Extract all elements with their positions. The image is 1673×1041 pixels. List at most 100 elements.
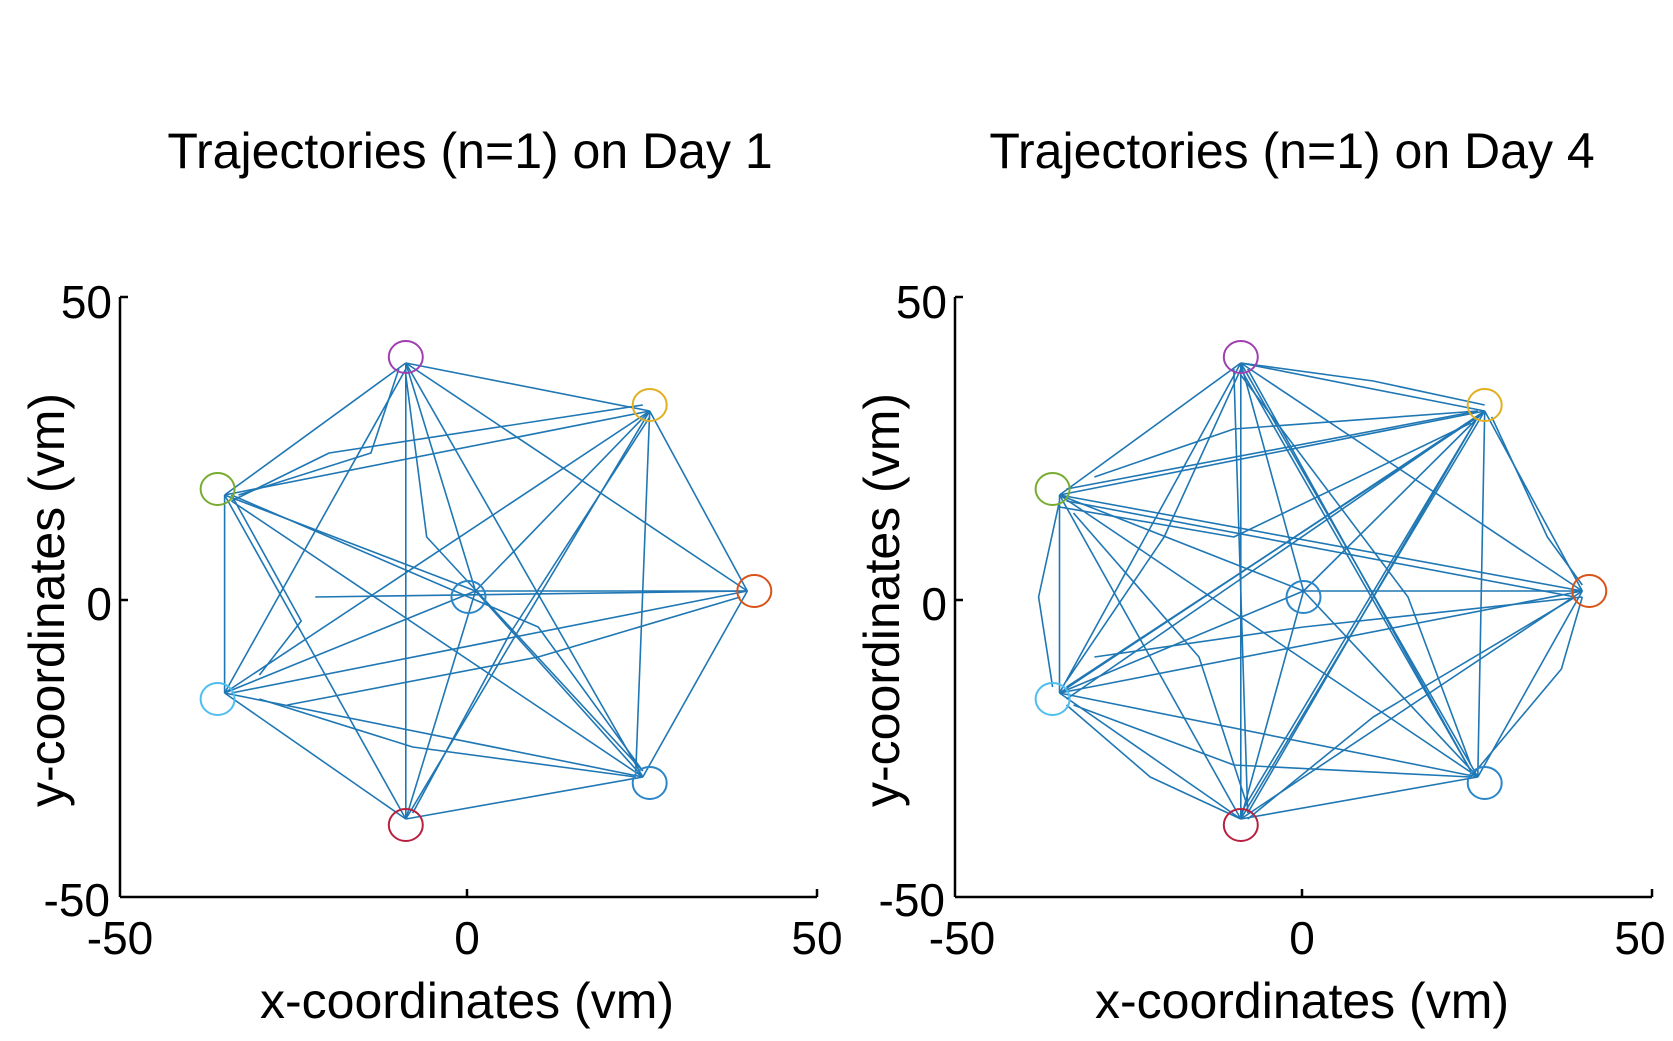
target-blue xyxy=(1466,766,1503,800)
trajectory-day4-35 xyxy=(1302,410,1486,592)
trajectory-day1-29 xyxy=(230,494,303,676)
y-tick-label-minus-50: -50 xyxy=(879,874,945,926)
trajectory-day4-39 xyxy=(1065,368,1242,682)
trajectory-day4-48 xyxy=(1240,362,1485,406)
trajectory-day4-1 xyxy=(1240,362,1485,412)
target-blue xyxy=(631,766,668,800)
trajectory-day1-3 xyxy=(405,362,477,592)
trajectory-day4-28 xyxy=(1240,776,1478,820)
trajectory-day4-36 xyxy=(1240,416,1479,814)
trajectory-day4-19 xyxy=(1059,590,1583,694)
y-tick-label-50: 50 xyxy=(61,276,112,328)
trajectory-day4-9 xyxy=(1233,368,1249,814)
trajectory-day1-17 xyxy=(231,590,748,694)
trajectory-day1-34 xyxy=(231,404,643,502)
trajectory-day4-12 xyxy=(1059,494,1304,592)
x-tick-label-50: 50 xyxy=(791,912,842,964)
target-orange xyxy=(1571,574,1608,608)
target-light-blue xyxy=(1034,682,1071,716)
trajectory-day1-30 xyxy=(405,374,644,772)
trajectory-day1-24 xyxy=(648,410,749,592)
trajectory-day1-1 xyxy=(405,362,650,412)
target-orange xyxy=(736,574,773,608)
trajectory-day4-26 xyxy=(1240,590,1583,820)
y-tick-label-0: 0 xyxy=(921,578,947,630)
trajectory-day4-17 xyxy=(1066,500,1576,598)
trajectory-day4-40 xyxy=(1073,704,1471,778)
trajectory-day1-13 xyxy=(224,590,476,694)
trajectory-day4-2 xyxy=(1059,362,1242,496)
trajectory-day4-49 xyxy=(1470,596,1584,778)
x-tick-label-minus-50: -50 xyxy=(929,912,995,964)
trajectory-day1-22 xyxy=(642,590,748,778)
trajectory-day4-3 xyxy=(1240,362,1305,592)
trajectory-day4-10 xyxy=(1059,410,1485,496)
trajectory-day1-28 xyxy=(238,368,400,496)
trajectory-day1-21 xyxy=(474,590,644,778)
trajectory-day1-8 xyxy=(224,494,476,592)
x-tick-label-50: 50 xyxy=(1614,912,1665,964)
target-group xyxy=(1034,340,1608,842)
target-group xyxy=(199,340,773,842)
trajectory-day4-34 xyxy=(1483,410,1584,592)
trajectory-group xyxy=(223,362,749,820)
trajectory-day4-14 xyxy=(1058,494,1242,820)
x-axis-label: x-coordinates (vm) xyxy=(1095,973,1509,1029)
trajectory-day1-15 xyxy=(224,692,407,820)
trajectory-day1-18 xyxy=(405,590,477,820)
trajectory-day4-50 xyxy=(1065,704,1242,820)
trajectory-day4-6 xyxy=(1058,362,1242,694)
x-tick-label-0: 0 xyxy=(454,912,480,964)
target-yellow xyxy=(631,388,668,422)
trajectory-day4-38 xyxy=(1094,410,1478,478)
trajectory-day4-8 xyxy=(1247,368,1472,772)
trajectory-day4-16 xyxy=(1066,410,1478,490)
trajectory-day4-11 xyxy=(1059,494,1583,592)
y-axis-label: y-coordinates (vm) xyxy=(854,393,910,807)
trajectory-day4-47 xyxy=(1037,500,1061,688)
trajectory-day4-31 xyxy=(1477,590,1583,778)
trajectory-day4-45 xyxy=(1072,512,1249,808)
trajectory-day4-33 xyxy=(1240,368,1472,772)
trajectory-day4-41 xyxy=(1247,596,1576,820)
trajectory-day4-22 xyxy=(1059,692,1242,820)
trajectory-day1-7 xyxy=(405,362,748,592)
chart-day-1: Trajectories (n=1) on Day 1 50 0 -50 -50… xyxy=(19,123,843,1029)
trajectory-day4-44 xyxy=(1240,374,1472,766)
y-tick-label-50: 50 xyxy=(896,276,947,328)
trajectory-day1-27 xyxy=(315,590,748,598)
trajectory-day4-30 xyxy=(1477,410,1486,778)
y-tick-label-0: 0 xyxy=(86,578,112,630)
trajectory-day1-12 xyxy=(231,500,644,778)
target-center xyxy=(1285,580,1322,614)
trajectory-day1-19 xyxy=(405,776,643,820)
trajectory-day1-16 xyxy=(224,410,651,694)
x-axis-label: x-coordinates (vm) xyxy=(260,973,674,1029)
trajectory-day1-25 xyxy=(474,410,651,592)
trajectory-day4-46 xyxy=(1490,416,1583,586)
chart-title: Trajectories (n=1) on Day 1 xyxy=(167,123,772,179)
target-crimson xyxy=(1222,808,1259,842)
trajectory-day1-4 xyxy=(405,362,644,778)
y-tick-label-minus-50: -50 xyxy=(44,874,110,926)
trajectory-day1-32 xyxy=(411,416,651,814)
trajectory-day4-32 xyxy=(1302,590,1479,778)
y-axis-label: y-coordinates (vm) xyxy=(19,393,75,807)
target-yellow xyxy=(1466,388,1503,422)
trajectory-day4-29 xyxy=(1247,416,1479,814)
trajectory-day1-33 xyxy=(287,596,741,706)
target-light-blue xyxy=(199,682,236,716)
trajectory-day1-14 xyxy=(224,692,643,778)
target-center xyxy=(450,580,487,614)
trajectory-day4-27 xyxy=(1240,590,1305,820)
trajectory-day4-21 xyxy=(1059,692,1478,778)
x-tick-label-minus-50: -50 xyxy=(87,912,153,964)
trajectory-day4-7 xyxy=(1240,362,1583,592)
trajectory-day1-2 xyxy=(224,362,407,496)
target-green xyxy=(199,472,236,506)
x-tick-label-0: 0 xyxy=(1289,912,1315,964)
trajectory-day4-15 xyxy=(1059,494,1479,778)
target-crimson xyxy=(387,808,424,842)
target-green xyxy=(1034,472,1071,506)
trajectory-day4-42 xyxy=(1094,596,1583,658)
